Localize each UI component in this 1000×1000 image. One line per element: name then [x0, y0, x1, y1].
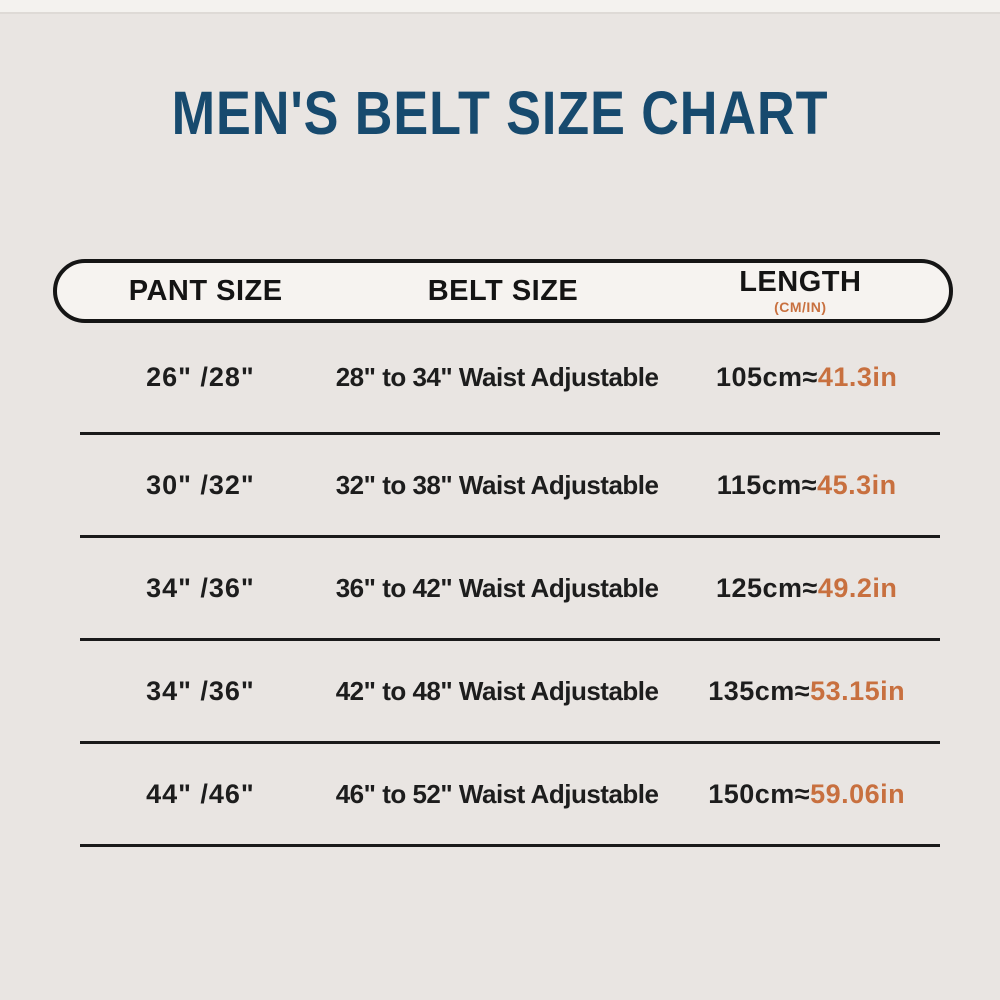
header-length: LENGTH (CM/IN): [652, 266, 949, 315]
length-cell: 135cm≈53.15in: [673, 676, 940, 707]
length-cm-value: 150cm≈: [708, 778, 811, 809]
pant-size-cell: 34" /36": [146, 572, 255, 603]
belt-size-cell: 42" to 48" Waist Adjustable: [335, 675, 659, 706]
size-table: 26" /28" 28" to 34" Waist Adjustable 105…: [80, 323, 940, 847]
pant-size-cell: 26" /28": [146, 362, 255, 392]
header-belt-size: BELT SIZE: [354, 275, 651, 308]
length-cm-value: 135cm≈: [708, 675, 811, 706]
belt-size-cell: 32" to 38" Waist Adjustable: [335, 469, 659, 500]
length-in-value: 53.15in: [810, 675, 906, 706]
length-cm-value: 115cm≈: [716, 469, 818, 500]
header-length-label: LENGTH: [739, 266, 862, 298]
header-pant-size-label: PANT SIZE: [128, 274, 283, 307]
length-cm-value: 125cm≈: [715, 572, 818, 603]
pant-size-cell: 44" /46": [146, 778, 255, 809]
top-edge-highlight: [0, 0, 1000, 14]
table-header-pill: PANT SIZE BELT SIZE LENGTH (CM/IN): [53, 259, 953, 323]
length-cell: 105cm≈41.3in: [673, 362, 940, 393]
length-in-value: 41.3in: [817, 362, 898, 392]
header-length-unit: (CM/IN): [774, 299, 827, 315]
header-pant-size: PANT SIZE: [57, 275, 354, 308]
belt-size-cell: 28" to 34" Waist Adjustable: [335, 362, 659, 392]
header-belt-size-label: BELT SIZE: [427, 274, 579, 307]
length-cell: 150cm≈59.06in: [673, 779, 940, 810]
table-row: 34" /36" 42" to 48" Waist Adjustable 135…: [80, 641, 940, 744]
table-row: 34" /36" 36" to 42" Waist Adjustable 125…: [80, 538, 940, 641]
table-row: 26" /28" 28" to 34" Waist Adjustable 105…: [80, 323, 940, 435]
table-row: 44" /46" 46" to 52" Waist Adjustable 150…: [80, 744, 940, 847]
length-cm-value: 105cm≈: [715, 362, 818, 392]
pant-size-cell: 30" /32": [146, 469, 255, 500]
belt-size-cell: 46" to 52" Waist Adjustable: [335, 778, 659, 809]
length-in-value: 59.06in: [810, 778, 906, 809]
page-title: MEN'S BELT SIZE CHART: [171, 79, 829, 148]
table-row: 30" /32" 32" to 38" Waist Adjustable 115…: [80, 435, 940, 538]
length-in-value: 45.3in: [817, 469, 897, 500]
belt-size-cell: 36" to 42" Waist Adjustable: [335, 572, 659, 603]
length-cell: 115cm≈45.3in: [673, 470, 940, 501]
pant-size-cell: 34" /36": [146, 675, 255, 706]
length-cell: 125cm≈49.2in: [673, 573, 940, 604]
length-in-value: 49.2in: [817, 572, 898, 603]
